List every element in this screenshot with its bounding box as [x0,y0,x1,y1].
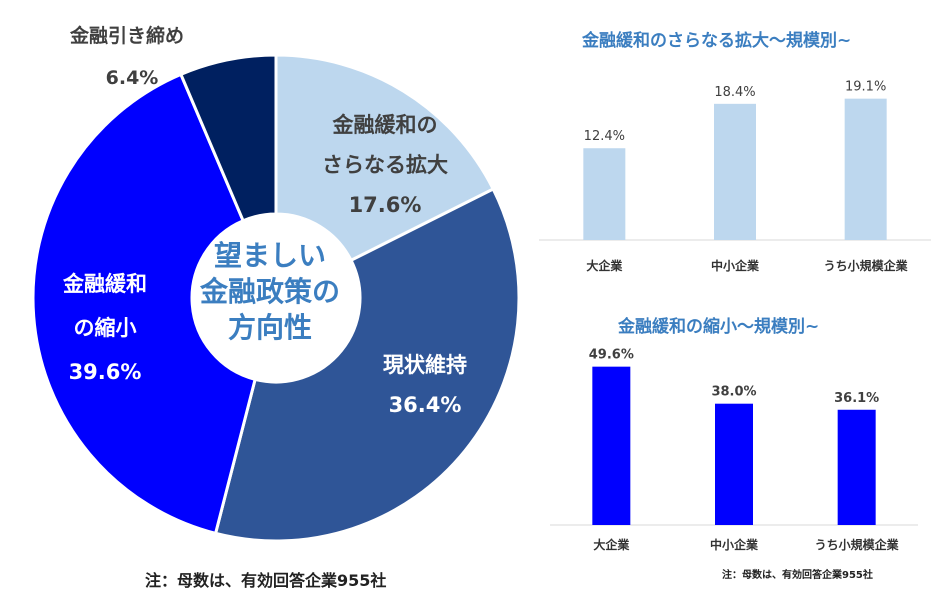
category-label: うち小規模企業 [824,258,909,273]
category-label: 大企業 [593,537,630,552]
category-label: 中小企業 [711,258,760,273]
bar-chart-expansion: 12.4% 大企業 18.4% 中小企業 19.1% うち小規模企業 [539,80,931,273]
slice-label-line: 現状維持 [383,353,467,377]
category-label: 大企業 [586,258,623,273]
pie-slice [274,53,496,263]
category-label: 中小企業 [710,537,759,552]
slice-label-tightening: 金融引き締め 6.4% [52,15,202,99]
bar-value-label: 38.0% [711,385,756,400]
slice-value: 39.6% [68,360,142,384]
bar [583,148,626,240]
bar-value-label: 18.4% [714,85,755,100]
slice-label-line: 金融緩和 [63,272,147,296]
pie-slice [213,187,521,543]
slice-label-status-quo: 現状維持 36.4% [355,345,495,425]
slice-label-easing-expansion: 金融緩和の さらなる拡大 17.6% [300,105,470,225]
pie-slice [31,72,257,536]
slice-label-line: 金融緩和の [332,113,438,137]
bar [844,98,887,240]
category-label: うち小規模企業 [815,537,900,552]
pie-slice [178,53,278,223]
bar-value-label: 49.6% [589,348,634,363]
bar [715,403,753,525]
center-label-line: 望ましい [213,239,326,272]
center-label-line: 方向性 [227,311,312,344]
bar-chart-reduction: 49.6% 大企業 38.0% 中小企業 36.1% うち小規模企業 [550,348,918,552]
donut-center-label: 望ましい 金融政策の 方向性 [195,238,345,346]
bar [837,409,876,525]
slice-value: 17.6% [348,193,422,217]
slice-value: 36.4% [388,393,462,417]
slice-label-line: さらなる拡大 [322,153,448,177]
center-label-line: 金融政策の [199,275,340,308]
left-footnote: 注：母数は、有効回答企業955社 [145,571,387,590]
donut-chart [31,53,521,543]
bar-value-label: 19.1% [845,80,886,95]
slice-label-line: の縮小 [73,316,137,340]
bar-chart-title-reduction: 金融緩和の縮小～規模別~ [618,317,820,337]
slice-label-line: 金融引き締め [69,25,184,47]
slice-value: 6.4% [105,67,159,89]
bar-value-label: 36.1% [834,391,879,406]
bar-chart-title-expansion: 金融緩和のさらなる拡大～規模別~ [582,31,852,51]
right-footnote: 注：母数は、有効回答企業955社 [722,570,873,581]
slice-label-easing-reduction: 金融緩和 の縮小 39.6% [35,262,175,394]
bar [714,103,756,240]
bar [592,366,631,525]
bar-value-label: 12.4% [584,129,625,144]
